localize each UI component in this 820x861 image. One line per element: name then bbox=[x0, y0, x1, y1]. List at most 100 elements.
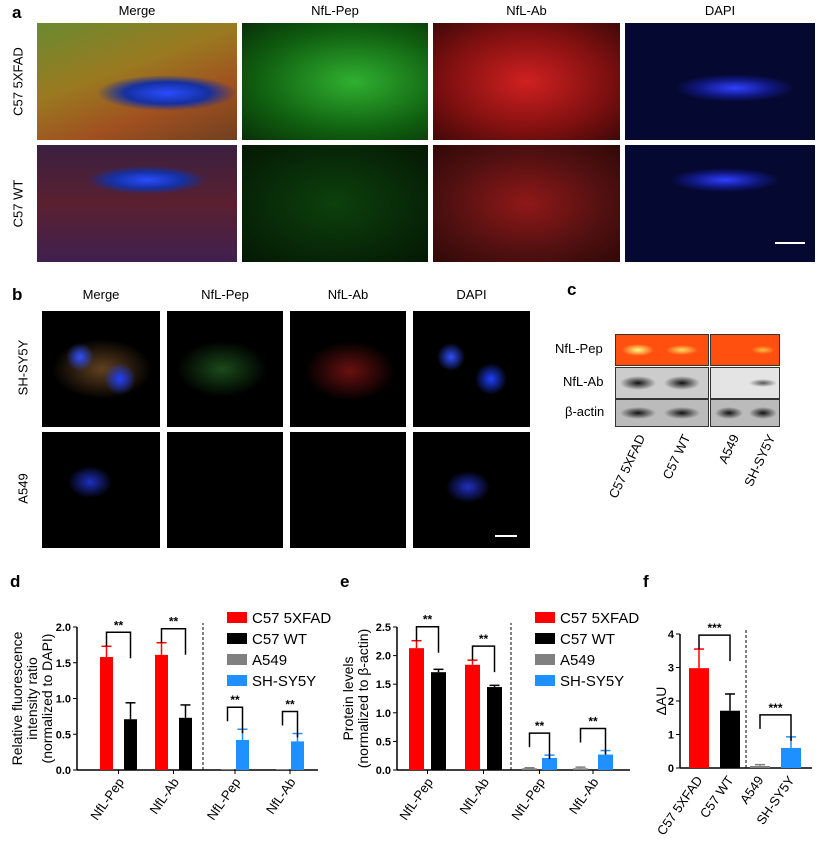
y-tick-label: 0 bbox=[668, 763, 674, 775]
micrograph-b-merge-a549 bbox=[42, 432, 160, 548]
panel-f-label: f bbox=[643, 572, 649, 591]
panel-d-label: d bbox=[10, 572, 21, 591]
significance-bracket bbox=[105, 631, 132, 659]
y-axis-label: (normalized to β-actin) bbox=[355, 629, 371, 769]
x-tick-label: NfL-Pep bbox=[87, 775, 127, 823]
x-tick-label: NfL-Ab bbox=[456, 775, 491, 817]
micrograph-b-merge-shsy5y bbox=[42, 311, 160, 427]
micrograph-b-ab-shsy5y bbox=[290, 311, 406, 427]
micrograph-a-dapi-wt bbox=[625, 145, 815, 262]
legend-label: SH-SY5Y bbox=[560, 673, 624, 690]
y-tick-label: 2 bbox=[668, 696, 674, 708]
x-tick-label: A549 bbox=[737, 773, 767, 806]
a-col-nfl-pep: NfL-Pep bbox=[311, 3, 359, 18]
micrograph-a-ab-5xfad bbox=[433, 23, 620, 140]
significance-label: ** bbox=[169, 615, 179, 629]
micrograph-a-ab-wt bbox=[433, 145, 620, 262]
bar bbox=[431, 672, 446, 770]
significance-label: *** bbox=[768, 701, 782, 715]
a-col-dapi: DAPI bbox=[704, 3, 736, 18]
blot-row-nfl-ab: NfL-Ab bbox=[563, 374, 604, 389]
significance-bracket bbox=[528, 732, 551, 760]
legend-label: SH-SY5Y bbox=[252, 673, 316, 690]
legend-swatch bbox=[535, 612, 555, 623]
legend-label: A549 bbox=[252, 652, 287, 669]
bar bbox=[522, 768, 537, 770]
micrograph-a-merge-wt bbox=[37, 145, 237, 262]
bar bbox=[465, 664, 480, 770]
bar bbox=[179, 717, 192, 770]
significance-bracket bbox=[281, 710, 299, 738]
legend-swatch bbox=[227, 633, 247, 644]
panel-a-label: a bbox=[12, 3, 22, 22]
panel-b-label: b bbox=[12, 285, 23, 304]
significance-bracket bbox=[759, 714, 792, 741]
y-tick-label: 0.5 bbox=[376, 736, 391, 748]
bar bbox=[573, 768, 588, 770]
x-tick-label: NfL-Pep bbox=[204, 775, 244, 823]
significance-label: *** bbox=[707, 621, 721, 635]
y-axis-label: Relative fluorescence bbox=[9, 631, 25, 765]
bar bbox=[291, 741, 304, 770]
legend-swatch bbox=[227, 675, 247, 686]
bar bbox=[124, 719, 137, 770]
x-tick-label: NfL-Pep bbox=[396, 775, 436, 823]
b-col-nfl-ab: NfL-Ab bbox=[327, 287, 369, 302]
a-col-merge: Merge bbox=[118, 3, 156, 18]
y-tick-label: 2.0 bbox=[376, 651, 391, 663]
y-tick-label: 0.0 bbox=[56, 765, 71, 777]
x-tick-label: NfL-Ab bbox=[263, 775, 298, 817]
y-tick-label: 1.5 bbox=[376, 679, 391, 691]
micrograph-b-dapi-a549 bbox=[413, 432, 530, 548]
y-tick-label: 1.5 bbox=[56, 658, 71, 670]
bar bbox=[720, 710, 740, 768]
micrograph-a-pep-wt bbox=[242, 145, 428, 262]
bar bbox=[689, 668, 709, 768]
micrograph-a-merge-5xfad bbox=[37, 23, 237, 140]
b-col-nfl-pep: NfL-Pep bbox=[201, 287, 249, 302]
micrograph-b-ab-a549 bbox=[290, 432, 406, 548]
a-col-nfl-ab: NfL-Ab bbox=[506, 3, 547, 18]
bar bbox=[236, 739, 249, 770]
bar bbox=[409, 648, 424, 770]
x-tick-label: NfL-Ab bbox=[566, 775, 601, 817]
micrograph-b-dapi-shsy5y bbox=[413, 311, 530, 427]
blot-ab-left bbox=[615, 367, 709, 399]
significance-bracket bbox=[579, 727, 607, 755]
y-tick-label: 0.5 bbox=[56, 729, 71, 741]
significance-label: ** bbox=[535, 719, 545, 733]
y-axis-label: ΔAU bbox=[653, 687, 669, 716]
y-tick-label: 4 bbox=[668, 629, 675, 641]
significance-bracket bbox=[160, 627, 187, 655]
bar bbox=[750, 765, 770, 768]
legend-swatch bbox=[227, 612, 247, 623]
significance-bracket bbox=[226, 706, 244, 734]
bar bbox=[100, 657, 113, 770]
panel-e-label: e bbox=[340, 572, 350, 591]
scale-bar bbox=[495, 535, 517, 537]
y-tick-label: 1.0 bbox=[56, 694, 71, 706]
bar bbox=[276, 769, 289, 770]
bar bbox=[781, 747, 801, 768]
legend-swatch bbox=[227, 654, 247, 665]
legend-swatch bbox=[535, 675, 555, 686]
y-tick-label: 1.0 bbox=[376, 708, 391, 720]
bar bbox=[155, 654, 168, 770]
legend-label: A549 bbox=[560, 652, 595, 669]
bar bbox=[221, 769, 234, 770]
significance-label: ** bbox=[114, 618, 124, 632]
blot-pep-left bbox=[615, 334, 709, 366]
y-tick-label: 1 bbox=[668, 730, 674, 742]
legend-swatch bbox=[535, 633, 555, 644]
legend-label: C57 WT bbox=[252, 631, 307, 648]
blot-row-nfl-pep: NfL-Pep bbox=[555, 341, 603, 356]
blot-actin-right bbox=[710, 399, 780, 427]
b-col-dapi: DAPI bbox=[456, 287, 487, 302]
y-tick-label: 0.0 bbox=[376, 765, 391, 777]
y-tick-label: 3 bbox=[668, 663, 674, 675]
significance-label: ** bbox=[479, 632, 489, 646]
bar bbox=[598, 754, 613, 770]
scale-bar bbox=[775, 242, 805, 244]
